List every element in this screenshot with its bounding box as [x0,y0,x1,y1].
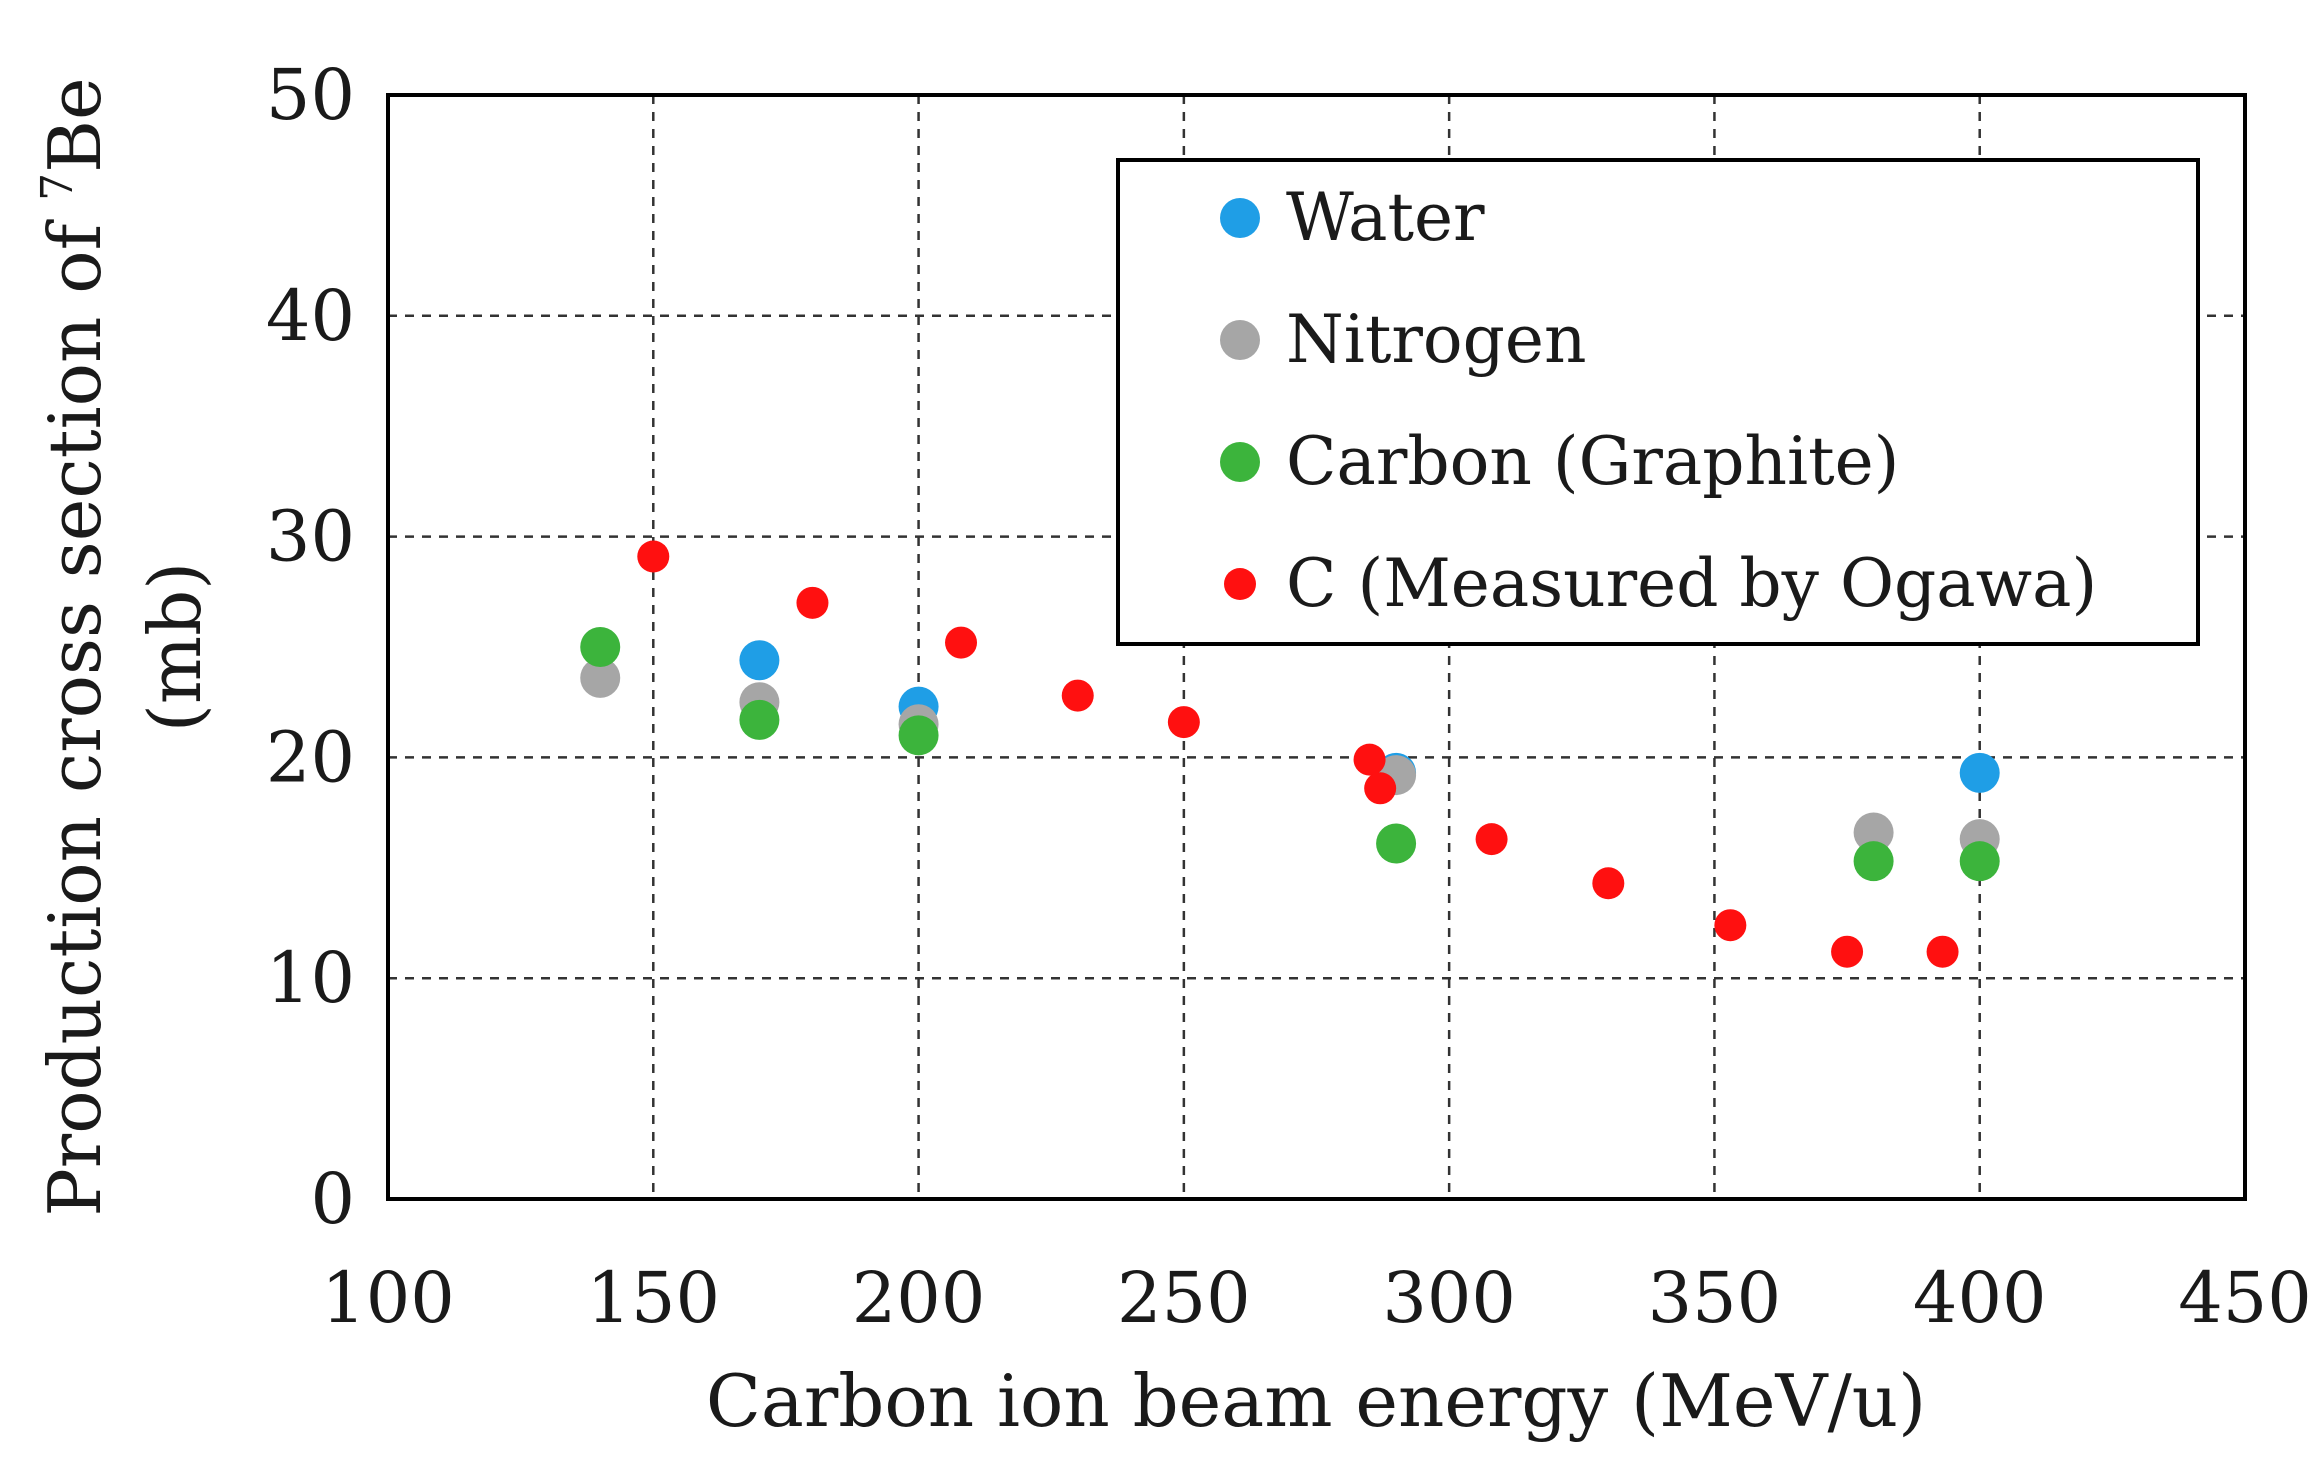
legend-box [1116,158,2200,646]
legend-label-nitrogen: Nitrogen [1286,301,1586,378]
legend-label-c-measured-by-ogawa: C (Measured by Ogawa) [1286,545,2097,622]
y-tick-label-50: 50 [266,54,355,136]
legend-label-water: Water [1286,179,1485,256]
x-tick-label-200: 200 [852,1257,986,1339]
x-tick-label-300: 300 [1382,1257,1516,1339]
legend-marker-carbon-graphite [1220,442,1260,482]
point-c-measured-by-ogawa-8 [1592,867,1625,900]
y-axis-title-units: (mb) [133,562,217,733]
legend-marker-nitrogen [1220,320,1260,360]
point-c-measured-by-ogawa-6 [1364,772,1397,805]
x-axis-title: Carbon ion beam energy (MeV/u) [706,1359,1926,1443]
x-tick-label-250: 250 [1117,1257,1251,1339]
point-c-measured-by-ogawa-5 [1353,743,1386,776]
point-carbon-graphite-4 [1853,841,1894,882]
y-axis-title-prefix: Production cross section of [33,201,117,1217]
point-c-measured-by-ogawa-0 [637,540,670,573]
point-c-measured-by-ogawa-2 [945,626,978,659]
x-tick-label-150: 150 [586,1257,720,1339]
point-water-3 [1959,752,2000,793]
y-axis-title-sup: 7 [32,173,83,201]
svg-text:(mb): (mb) [133,562,217,733]
legend-marker-water [1220,198,1260,238]
point-c-measured-by-ogawa-1 [796,586,829,619]
point-c-measured-by-ogawa-11 [1926,935,1959,968]
y-tick-labels: 0 10 20 30 40 50 [266,54,355,1240]
point-carbon-graphite-1 [739,699,780,740]
x-tick-label-450: 450 [2178,1257,2312,1339]
y-axis-title: Production cross section of 7Be [32,77,117,1216]
point-c-measured-by-ogawa-7 [1475,823,1508,856]
x-tick-labels: 100 150 200 250 300 350 400 450 [321,1257,2312,1339]
y-axis-title-suffix: Be [33,77,117,173]
point-c-measured-by-ogawa-3 [1061,679,1094,712]
point-carbon-graphite-2 [898,715,939,756]
legend-marker-c-measured-by-ogawa [1224,568,1256,600]
data-points [580,540,2000,968]
y-tick-label-0: 0 [310,1158,355,1240]
x-tick-label-100: 100 [321,1257,455,1339]
y-tick-label-20: 20 [266,716,355,798]
point-water-0 [739,640,780,681]
y-tick-label-10: 10 [266,937,355,1019]
point-nitrogen-0 [580,657,621,698]
plot-frame [386,93,2247,1201]
svg-text:Production cross section of 7B: Production cross section of 7Be [32,77,117,1216]
x-tick-label-400: 400 [1913,1257,2047,1339]
legend: Water Nitrogen Carbon (Graphite) C (Measure… [1116,158,2200,646]
point-carbon-graphite-5 [1959,841,2000,882]
point-c-measured-by-ogawa-9 [1714,909,1747,942]
point-carbon-graphite-0 [580,627,621,667]
y-tick-label-30: 30 [266,496,355,578]
point-c-measured-by-ogawa-10 [1831,935,1864,968]
legend-label-carbon-graphite: Carbon (Graphite) [1286,423,1899,500]
point-carbon-graphite-3 [1376,823,1417,864]
point-nitrogen-4 [1853,812,1894,853]
y-tick-label-40: 40 [266,275,355,357]
x-tick-label-350: 350 [1648,1257,1782,1339]
point-c-measured-by-ogawa-4 [1167,706,1200,739]
